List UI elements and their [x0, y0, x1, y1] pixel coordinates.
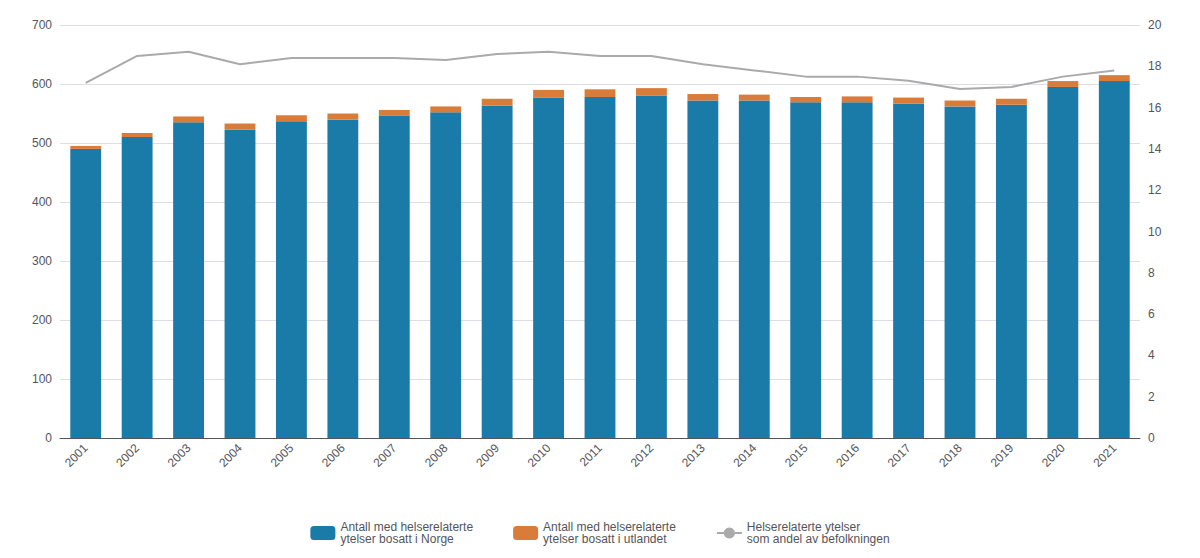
svg-text:2020: 2020	[1039, 441, 1068, 470]
svg-text:2017: 2017	[885, 441, 914, 470]
svg-text:200: 200	[32, 313, 52, 327]
svg-text:2008: 2008	[422, 441, 451, 470]
svg-text:2005: 2005	[268, 441, 297, 470]
svg-text:Antall med helserelaterte: Antall med helserelaterte	[543, 520, 676, 534]
svg-text:ytelser bosatt i Norge: ytelser bosatt i Norge	[340, 532, 454, 546]
svg-text:2014: 2014	[730, 441, 759, 470]
svg-text:10: 10	[1148, 225, 1162, 239]
svg-text:2003: 2003	[165, 441, 194, 470]
svg-text:400: 400	[32, 195, 52, 209]
svg-text:2002: 2002	[113, 441, 142, 470]
svg-text:2016: 2016	[833, 441, 862, 470]
svg-text:2021: 2021	[1090, 441, 1119, 470]
svg-text:Antall med helserelaterte: Antall med helserelaterte	[340, 520, 474, 534]
svg-text:500: 500	[32, 136, 52, 150]
svg-text:2018: 2018	[936, 441, 965, 470]
svg-text:700: 700	[32, 18, 52, 32]
svg-text:20: 20	[1148, 18, 1162, 32]
svg-text:0: 0	[1148, 431, 1155, 445]
svg-text:300: 300	[32, 254, 52, 268]
svg-text:2001: 2001	[62, 441, 91, 470]
svg-text:2015: 2015	[782, 441, 811, 470]
svg-text:6: 6	[1148, 307, 1155, 321]
svg-text:600: 600	[32, 77, 52, 91]
svg-text:18: 18	[1148, 59, 1162, 73]
svg-text:8: 8	[1148, 266, 1155, 280]
svg-text:2007: 2007	[370, 441, 399, 470]
svg-text:som andel av befolkningen: som andel av befolkningen	[747, 532, 890, 546]
svg-text:2006: 2006	[319, 441, 348, 470]
svg-text:2010: 2010	[525, 441, 554, 470]
svg-text:2009: 2009	[473, 441, 502, 470]
svg-text:2011: 2011	[577, 441, 605, 469]
svg-text:Helserelaterte ytelser: Helserelaterte ytelser	[746, 520, 861, 534]
svg-text:4: 4	[1148, 348, 1155, 362]
svg-text:2019: 2019	[988, 441, 1017, 470]
svg-text:0: 0	[45, 431, 52, 445]
svg-text:14: 14	[1148, 142, 1162, 156]
svg-text:ytelser bosatt i utlandet: ytelser bosatt i utlandet	[543, 532, 667, 546]
svg-text:12: 12	[1148, 183, 1162, 197]
svg-text:2013: 2013	[679, 441, 708, 470]
svg-text:2012: 2012	[628, 441, 657, 470]
svg-text:2: 2	[1148, 390, 1155, 404]
svg-text:100: 100	[32, 372, 52, 386]
svg-text:2004: 2004	[216, 441, 245, 470]
svg-text:16: 16	[1148, 101, 1162, 115]
